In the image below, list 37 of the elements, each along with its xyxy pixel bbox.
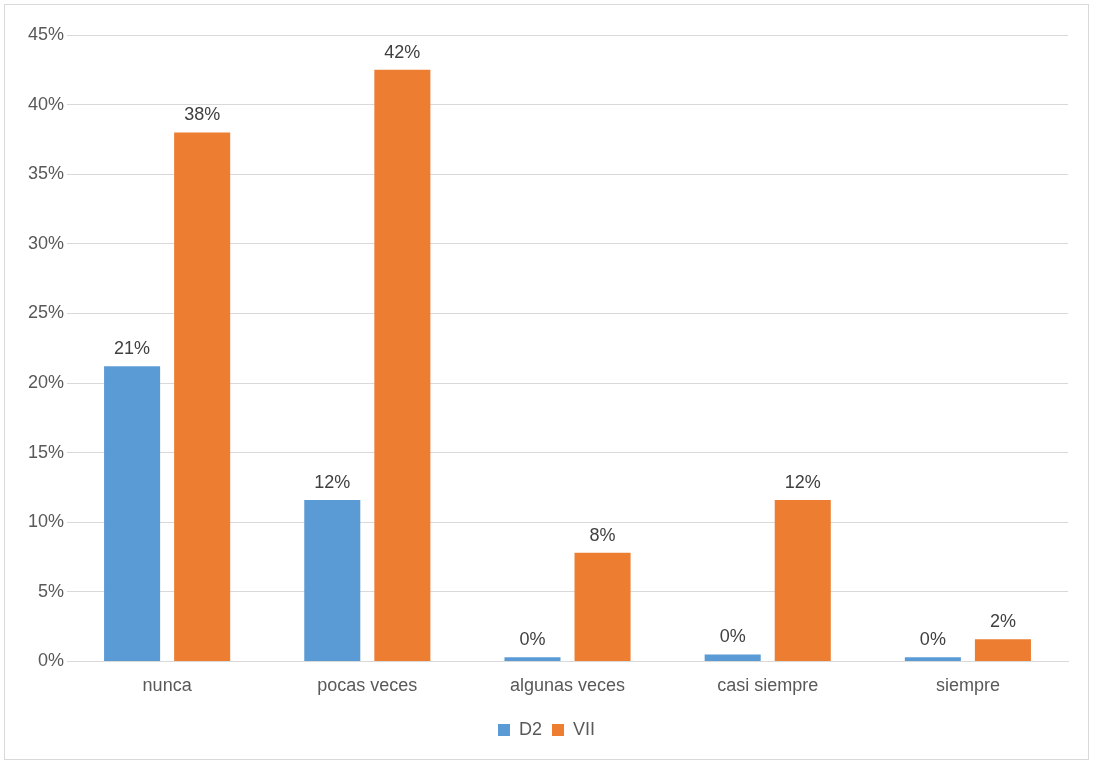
- bar: [374, 69, 431, 661]
- y-tick-label: 5%: [38, 580, 65, 601]
- y-tick-label: 45%: [28, 23, 65, 44]
- data-label: 12%: [784, 471, 821, 492]
- legend-label: D2: [518, 718, 543, 739]
- y-tick-label: 15%: [28, 441, 65, 462]
- bar: [504, 657, 561, 661]
- data-label: 21%: [114, 338, 151, 359]
- data-label: 38%: [184, 104, 221, 125]
- bar: [704, 654, 761, 661]
- data-label: 2%: [989, 611, 1016, 632]
- bar: [574, 552, 631, 661]
- x-tick-label: nunca: [142, 675, 193, 696]
- data-label: 42%: [384, 41, 421, 62]
- y-tick-label: 10%: [28, 511, 65, 532]
- data-label: 0%: [719, 626, 746, 647]
- x-tick-label: casi siempre: [717, 675, 819, 696]
- y-tick-label: 35%: [28, 163, 65, 184]
- data-label: 12%: [314, 471, 351, 492]
- y-tick-label: 40%: [28, 93, 65, 114]
- bar: [904, 657, 961, 661]
- x-tick-label: siempre: [935, 675, 1000, 696]
- bar: [304, 499, 361, 661]
- y-tick-label: 0%: [38, 650, 65, 671]
- data-label: 0%: [519, 629, 546, 650]
- y-tick-label: 30%: [28, 232, 65, 253]
- bar: [974, 639, 1031, 661]
- y-tick-label: 25%: [28, 302, 65, 323]
- data-label: 8%: [589, 524, 616, 545]
- bar: [104, 366, 161, 661]
- x-tick-label: pocas veces: [317, 675, 418, 696]
- data-label: 0%: [919, 629, 946, 650]
- bar: [774, 499, 831, 661]
- bar: [174, 132, 231, 661]
- x-tick-label: algunas veces: [509, 675, 626, 696]
- legend-label: VII: [573, 718, 596, 739]
- y-tick-label: 20%: [28, 371, 65, 392]
